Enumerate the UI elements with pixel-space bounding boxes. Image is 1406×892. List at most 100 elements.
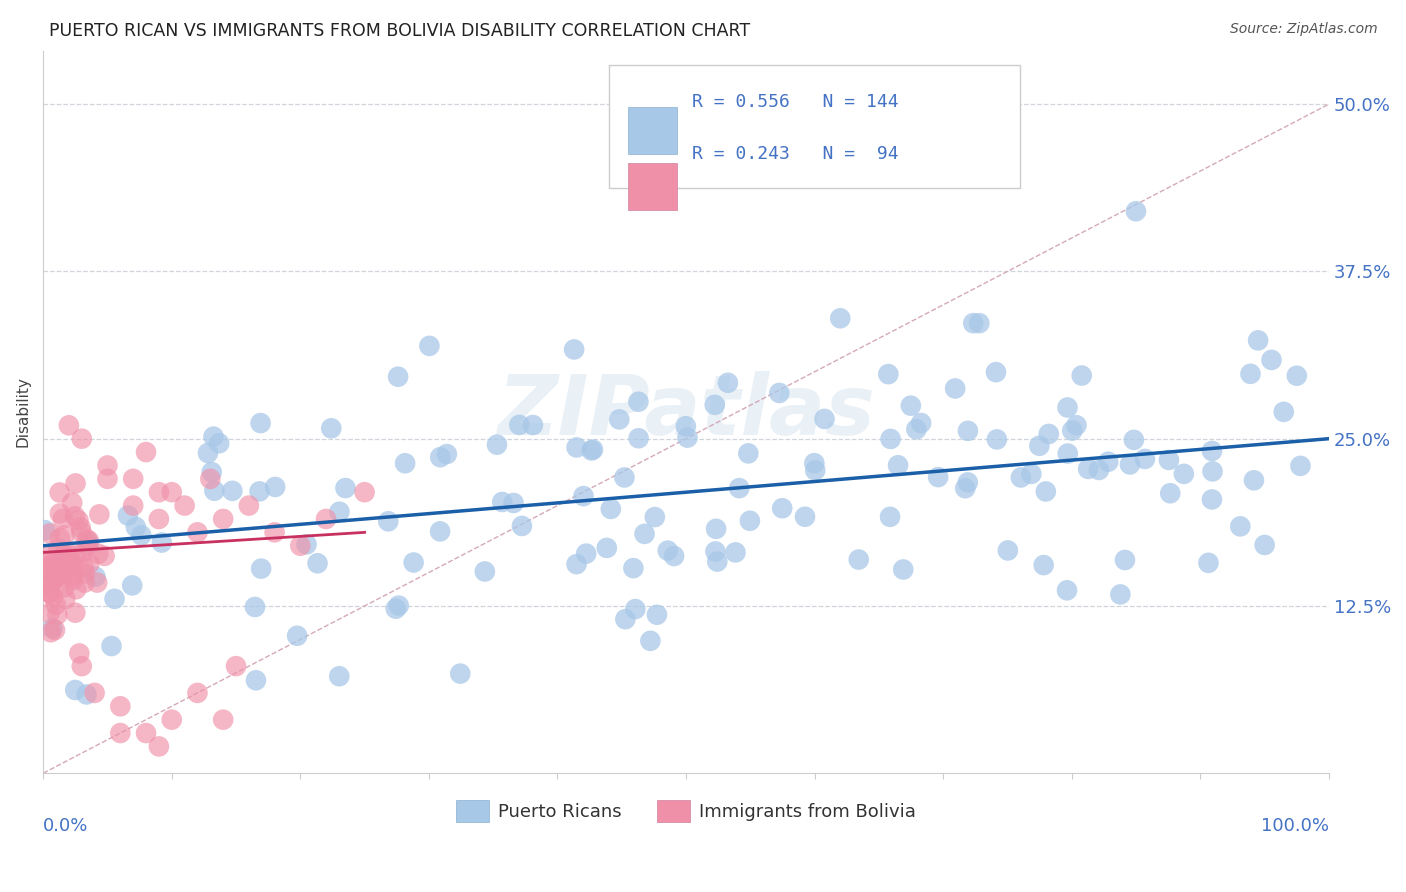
Point — [160, 713, 183, 727]
Point — [491, 495, 513, 509]
Point — [65, 606, 87, 620]
Point — [813, 412, 835, 426]
Point — [53, 528, 76, 542]
Point — [565, 557, 588, 571]
Point — [135, 726, 157, 740]
Text: 0.0%: 0.0% — [44, 816, 89, 835]
Point — [328, 669, 350, 683]
Point — [122, 499, 145, 513]
Point — [212, 512, 235, 526]
Point — [984, 365, 1007, 379]
Point — [86, 575, 108, 590]
Point — [41, 622, 63, 636]
Text: R = 0.243   N =  94: R = 0.243 N = 94 — [692, 145, 898, 162]
Point — [377, 514, 399, 528]
Point — [52, 512, 75, 526]
Point — [703, 398, 725, 412]
Point — [1077, 462, 1099, 476]
Point — [55, 561, 77, 575]
Point — [1038, 426, 1060, 441]
Point — [768, 386, 790, 401]
Point — [65, 476, 87, 491]
Point — [1201, 444, 1223, 458]
Point — [562, 343, 585, 357]
Point — [891, 562, 914, 576]
Point — [70, 659, 93, 673]
Point — [285, 629, 308, 643]
Point — [738, 514, 761, 528]
Point — [63, 549, 86, 563]
Point — [62, 564, 84, 578]
Point — [52, 550, 75, 565]
Point — [943, 381, 966, 395]
Point — [59, 548, 82, 562]
Point — [1201, 492, 1223, 507]
Point — [84, 570, 107, 584]
Point — [474, 565, 496, 579]
Text: 100.0%: 100.0% — [1261, 816, 1329, 835]
Point — [770, 501, 793, 516]
Point — [1239, 367, 1261, 381]
Point — [927, 470, 949, 484]
Point — [48, 541, 70, 556]
Point — [250, 561, 273, 575]
Legend: Puerto Ricans, Immigrants from Bolivia: Puerto Ricans, Immigrants from Bolivia — [449, 793, 922, 830]
Point — [69, 520, 91, 534]
Point — [38, 561, 60, 575]
Point — [76, 539, 98, 553]
Point — [77, 536, 100, 550]
Point — [640, 633, 662, 648]
Point — [1056, 446, 1078, 460]
FancyBboxPatch shape — [609, 65, 1021, 188]
Point — [717, 376, 740, 390]
Point — [315, 512, 337, 526]
Point — [1229, 519, 1251, 533]
Point — [1159, 486, 1181, 500]
Point — [613, 470, 636, 484]
Point — [55, 553, 77, 567]
Point — [49, 559, 72, 574]
Point — [728, 481, 751, 495]
Point — [321, 421, 343, 435]
Point — [633, 527, 655, 541]
Point — [962, 316, 984, 330]
Point — [905, 422, 928, 436]
Point — [245, 673, 267, 688]
Point — [62, 569, 84, 583]
Point — [34, 523, 56, 537]
Point — [1260, 352, 1282, 367]
Point — [73, 560, 96, 574]
Point — [662, 549, 685, 563]
Point — [1032, 558, 1054, 573]
Point — [803, 456, 825, 470]
Point — [44, 623, 66, 637]
Point — [41, 566, 63, 580]
Point — [264, 480, 287, 494]
Point — [38, 558, 60, 573]
Point — [706, 555, 728, 569]
Point — [675, 419, 697, 434]
Point — [1247, 334, 1270, 348]
Point — [160, 485, 183, 500]
Point — [72, 545, 94, 559]
Point — [581, 443, 603, 458]
Point — [62, 573, 84, 587]
Point — [1272, 405, 1295, 419]
Point — [103, 591, 125, 606]
Point — [129, 528, 152, 542]
Point — [295, 537, 318, 551]
Point — [73, 575, 96, 590]
Point — [38, 547, 60, 561]
Point — [997, 543, 1019, 558]
Point — [737, 446, 759, 460]
Point — [1122, 433, 1144, 447]
Point — [794, 509, 817, 524]
Point — [38, 578, 60, 592]
Point — [63, 683, 86, 698]
Point — [38, 585, 60, 599]
Point — [83, 686, 105, 700]
Point — [1056, 401, 1078, 415]
Point — [830, 311, 852, 326]
Point — [1125, 204, 1147, 219]
Point — [353, 485, 375, 500]
